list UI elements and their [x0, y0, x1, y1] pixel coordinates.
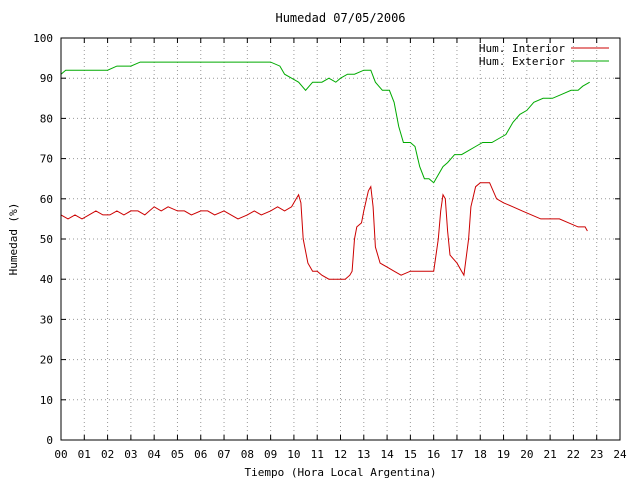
y-tick-label: 60: [40, 193, 53, 206]
x-tick-label: 19: [497, 448, 510, 461]
x-tick-label: 24: [613, 448, 627, 461]
y-tick-label: 100: [33, 32, 53, 45]
x-tick-label: 23: [590, 448, 603, 461]
x-tick-label: 14: [380, 448, 394, 461]
x-tick-label: 12: [334, 448, 347, 461]
legend-label-exterior: Hum. Exterior: [479, 55, 565, 68]
x-tick-label: 06: [194, 448, 207, 461]
x-tick-label: 21: [544, 448, 557, 461]
x-tick-label: 16: [427, 448, 440, 461]
y-tick-label: 90: [40, 72, 53, 85]
x-tick-label: 01: [78, 448, 91, 461]
series-layer: [60, 61, 590, 280]
legend-label-interior: Hum. Interior: [479, 42, 565, 55]
x-tick-label: 03: [124, 448, 137, 461]
y-tick-label: 50: [40, 233, 53, 246]
x-tick-label: 18: [474, 448, 487, 461]
y-tick-label: 70: [40, 153, 53, 166]
x-tick-label: 00: [54, 448, 67, 461]
x-tick-label: 20: [520, 448, 533, 461]
axis-ticks: 00 01 02 03 04 05 06 07 08 09 10 11 12 13 14 15 16 17 18 19…: [33, 32, 627, 461]
y-tick-label: 10: [40, 394, 53, 407]
y-axis-label: Humedad (%): [7, 203, 20, 276]
x-tick-label: 15: [404, 448, 417, 461]
y-tick-label: 0: [46, 434, 53, 447]
x-tick-label: 02: [101, 448, 114, 461]
y-tick-label: 20: [40, 354, 53, 367]
x-tick-label: 10: [287, 448, 300, 461]
x-tick-label: 08: [241, 448, 254, 461]
x-tick-label: 22: [567, 448, 580, 461]
x-tick-label: 13: [357, 448, 370, 461]
chart-title: Humedad 07/05/2006: [275, 11, 405, 25]
y-tick-label: 30: [40, 313, 53, 326]
series-line-interior: [60, 182, 588, 280]
x-tick-label: 17: [450, 448, 463, 461]
x-tick-label: 04: [148, 448, 162, 461]
x-axis-label: Tiempo (Hora Local Argentina): [244, 466, 436, 479]
x-tick-label: 09: [264, 448, 277, 461]
grid: [61, 38, 620, 440]
x-tick-label: 07: [217, 448, 230, 461]
x-tick-label: 11: [311, 448, 324, 461]
series-line-exterior: [60, 61, 590, 184]
x-tick-label: 05: [171, 448, 184, 461]
y-tick-label: 40: [40, 273, 53, 286]
y-tick-label: 80: [40, 112, 53, 125]
